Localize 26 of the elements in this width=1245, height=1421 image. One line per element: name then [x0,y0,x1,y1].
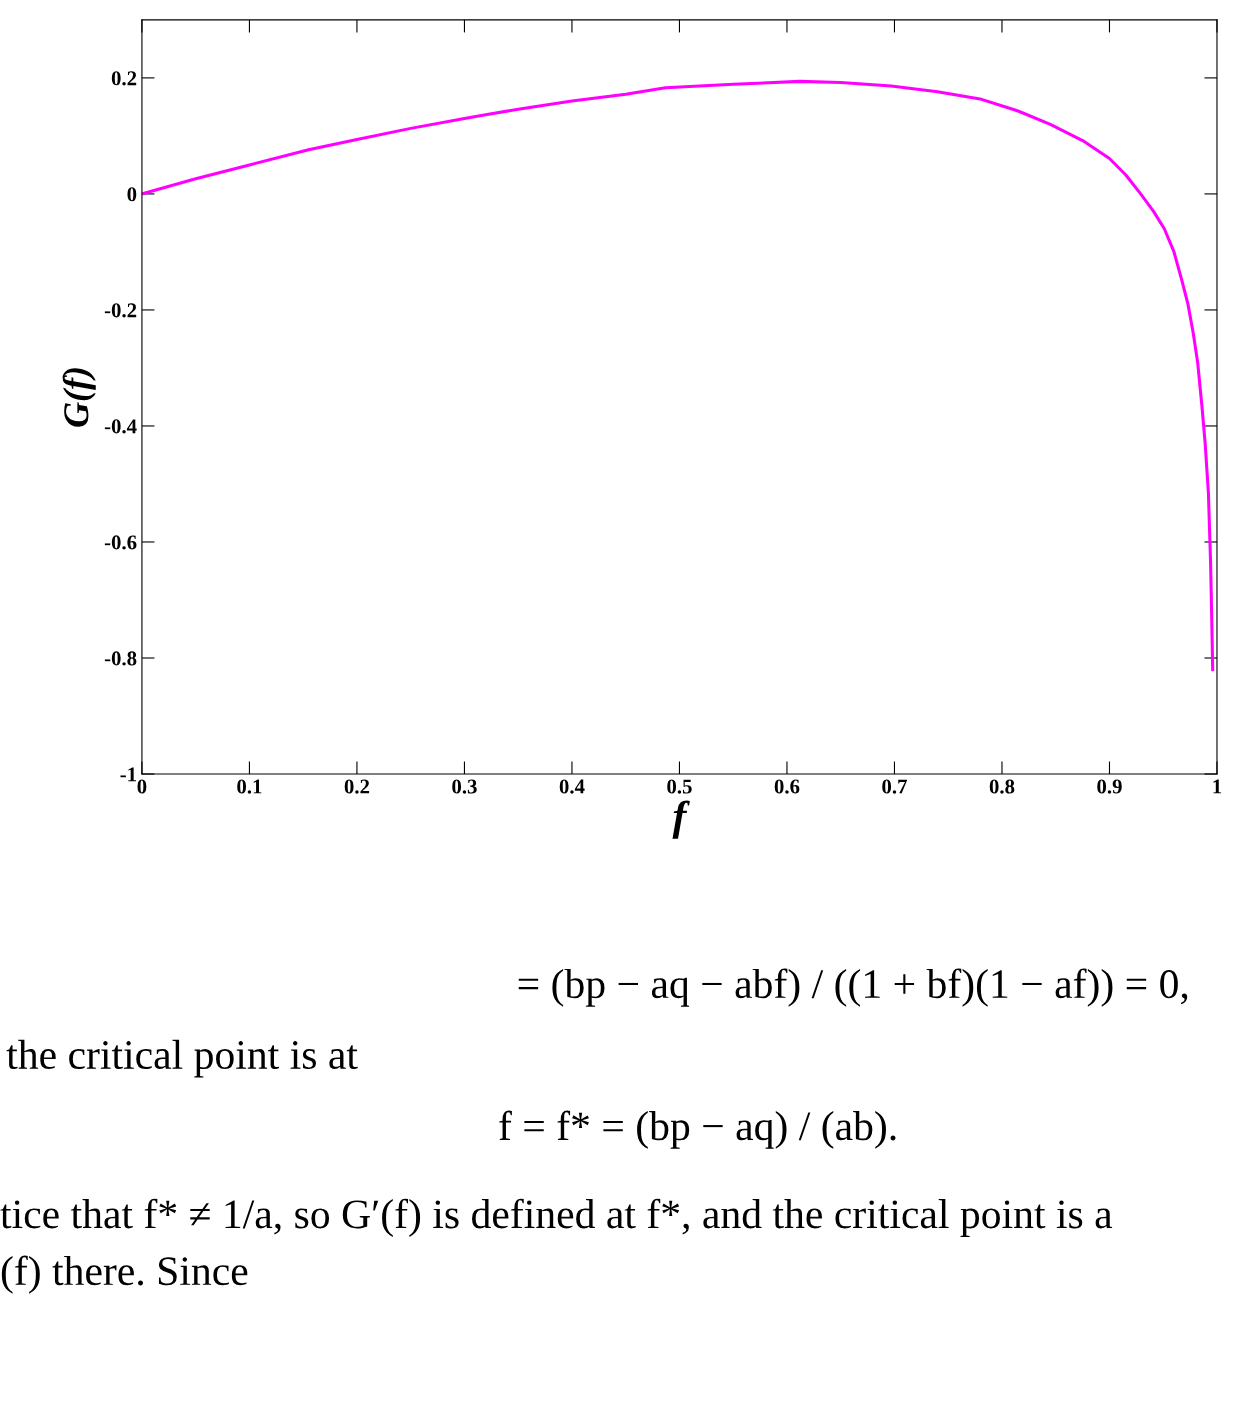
x-tick-label: 0.1 [237,779,262,794]
y-tick-label: -1 [120,767,136,782]
text: f = f* = (bp − aq) / (ab). [499,1110,896,1149]
y-axis-title: G(f) [62,368,96,427]
x-tick-label: 0.6 [774,779,800,794]
x-tick-label: 0.2 [344,779,370,794]
x-tick-label: 0.9 [1097,779,1122,794]
x-tick-label: 0.5 [667,779,692,794]
text: tice that f* ≠ 1/a, so G′(f) is defined at f*, and the critical point is a [0,1198,1113,1237]
x-tick-label: 0 [137,779,147,794]
y-tick-label: -0.8 [104,651,137,666]
y-tick-label: 0.2 [111,71,137,86]
text: = (bp − aq − abf) / ((1 + bf)(1 − af)) = 0, [518,968,1188,1007]
x-tick-label: 0.7 [882,779,907,794]
x-tick-label: 0.4 [559,779,585,794]
x-axis-title: f [672,800,690,839]
line-series [141,79,1215,672]
text: the critical point is at [6,1039,358,1078]
y-tick-label: -0.6 [104,535,137,550]
x-tick-label: 0.8 [989,779,1015,794]
y-tick-label: -0.4 [104,419,137,434]
x-tick-label: 0.3 [452,779,477,794]
y-tick-label: 0 [127,187,137,202]
text: (f) there. Since [1,1255,248,1294]
y-tick-label: -0.2 [104,303,137,318]
x-tick-label: 1 [1213,779,1222,794]
